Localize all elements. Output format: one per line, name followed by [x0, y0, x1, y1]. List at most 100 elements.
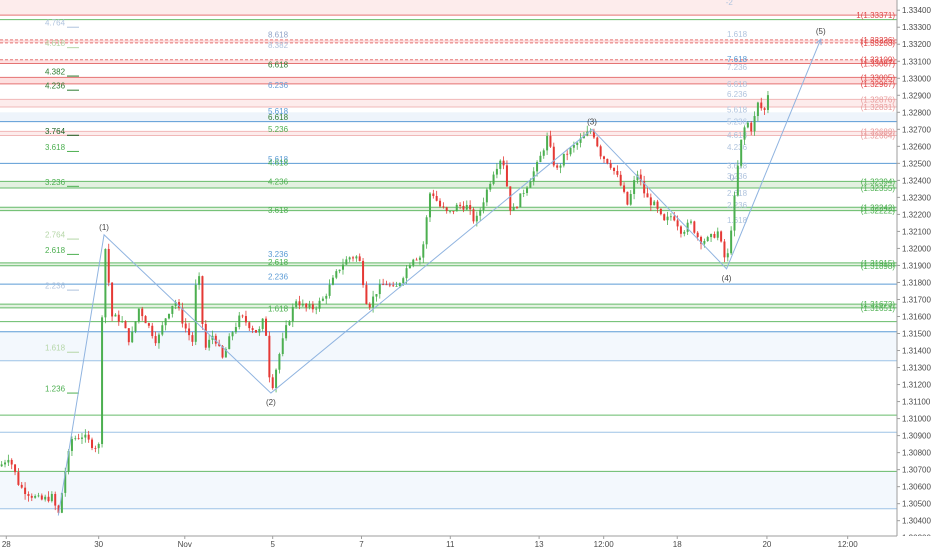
candle-body-58 — [194, 284, 197, 342]
price-tick-label-13: 1.32100 — [902, 227, 931, 236]
candle-body-223 — [746, 122, 749, 128]
candle-body-83 — [278, 354, 281, 370]
price-tick-label-19: 1.31500 — [902, 330, 931, 339]
candle-body-96 — [321, 298, 324, 301]
candle-body-5 — [17, 472, 20, 485]
fib-left-label-10: 1.618 — [45, 344, 66, 353]
time-tick-label-8: 18 — [673, 540, 682, 549]
candle-body-212 — [710, 233, 713, 238]
candle-body-178 — [596, 137, 599, 147]
candle-body-134 — [449, 210, 452, 212]
candle-body-113 — [378, 284, 381, 295]
candle-body-55 — [184, 323, 187, 329]
candle-body-170 — [569, 147, 572, 155]
candle-body-114 — [382, 284, 385, 286]
price-axis[interactable]: 1.33400 1.33300 1.33200 1.33100 1.33000 1.329… — [896, 0, 932, 550]
candle-body-128 — [428, 193, 431, 218]
candle-body-211 — [706, 237, 709, 242]
price-tick-label-12: 1.32200 — [902, 210, 931, 219]
fib-recent-label-1: 7.618 — [727, 55, 748, 64]
candle-body-224 — [750, 122, 753, 132]
candle-body-185 — [619, 174, 622, 186]
candle-body-151 — [505, 165, 508, 187]
candle-body-209 — [700, 236, 703, 244]
candle-body-194 — [649, 197, 652, 206]
horizontal-levels — [0, 14, 897, 510]
time-tick-label-7: 12:00 — [594, 540, 615, 549]
fib-left-label-1: 4.618 — [45, 39, 66, 48]
candle-body-15 — [50, 493, 53, 502]
candle-body-121 — [405, 268, 408, 279]
fib-mid-label-4: 5.618 — [268, 107, 289, 116]
candle-body-225 — [753, 116, 756, 132]
candle-body-104 — [348, 257, 351, 260]
fib-left-label-6: 3.236 — [45, 178, 66, 187]
fib-mid-label-6: 5.236 — [268, 125, 289, 134]
candle-body-43 — [144, 316, 147, 324]
fib-mid-label-11: 3.236 — [268, 250, 289, 259]
candle-body-100 — [335, 271, 338, 278]
candle-body-216 — [723, 241, 726, 258]
candle-body-143 — [479, 209, 482, 216]
candle-body-206 — [689, 221, 692, 223]
price-tick-label-23: 1.31100 — [902, 398, 931, 407]
right-label-5: (1.33005) — [861, 73, 896, 82]
time-tick-label-5: 11 — [446, 540, 455, 549]
right-label-0: 1(1.33371) — [856, 11, 895, 20]
candle-body-71 — [238, 315, 241, 328]
annotation-0: 0 — [730, 173, 735, 182]
candle-body-187 — [626, 191, 629, 205]
candle-body-208 — [696, 232, 699, 237]
wave-label-0: (1) — [99, 223, 109, 232]
candle-body-106 — [355, 256, 358, 259]
price-tick-label-15: 1.31900 — [902, 261, 931, 270]
candle-body-127 — [425, 217, 428, 245]
candle-body-4 — [14, 464, 17, 473]
right-label-14: (1.32222) — [861, 207, 896, 216]
wave-polyline — [57, 38, 822, 516]
candle-body-222 — [743, 127, 746, 140]
shaded-zone-12 — [0, 471, 897, 509]
candle-body-189 — [633, 180, 636, 194]
fib-mid-label-12: 2.618 — [268, 258, 289, 267]
candle-body-86 — [288, 321, 291, 326]
candle-body-229 — [766, 95, 769, 110]
candle-body-195 — [653, 201, 656, 206]
candle-body-32 — [107, 248, 110, 283]
candle-body-156 — [522, 192, 525, 194]
price-tick-label-16: 1.31800 — [902, 278, 931, 287]
candle-body-110 — [368, 304, 371, 308]
candle-body-202 — [676, 220, 679, 227]
candle-body-87 — [291, 306, 294, 322]
price-tick-label-3: 1.33100 — [902, 57, 931, 66]
fib-recent-label-6: 5.236 — [727, 117, 748, 126]
candle-body-180 — [602, 156, 605, 159]
fib-mid-label-0: 8.618 — [268, 30, 289, 39]
candle-body-192 — [643, 181, 646, 194]
shaded-zone-5 — [0, 131, 897, 136]
candle-body-132 — [442, 206, 445, 208]
candle-body-131 — [439, 200, 442, 207]
candle-body-203 — [679, 226, 682, 234]
right-label-13: (1.32242) — [861, 203, 896, 212]
candle-body-177 — [592, 130, 595, 138]
candle-body-182 — [609, 163, 612, 168]
price-tick-label-8: 1.32600 — [902, 142, 931, 151]
candle-body-52 — [174, 302, 177, 306]
right-label-8: (1.32831) — [861, 103, 896, 112]
candle-body-124 — [415, 259, 418, 261]
price-tick-label-30: 1.30400 — [902, 517, 931, 526]
candle-body-20 — [67, 450, 70, 472]
candle-body-144 — [482, 202, 485, 210]
candle-body-159 — [532, 171, 535, 182]
candle-body-53 — [178, 302, 181, 309]
candle-body-149 — [499, 160, 502, 169]
fib-left-label-9: 2.236 — [45, 282, 66, 291]
candle-body-26 — [87, 434, 90, 440]
price-tick-label-26: 1.30800 — [902, 449, 931, 458]
time-axis[interactable]: 28 30 Nov 5 7 11 13 12:00 18 20 12:00 — [0, 535, 932, 550]
candle-body-62 — [208, 339, 211, 348]
shaded-zone-3 — [0, 77, 897, 84]
